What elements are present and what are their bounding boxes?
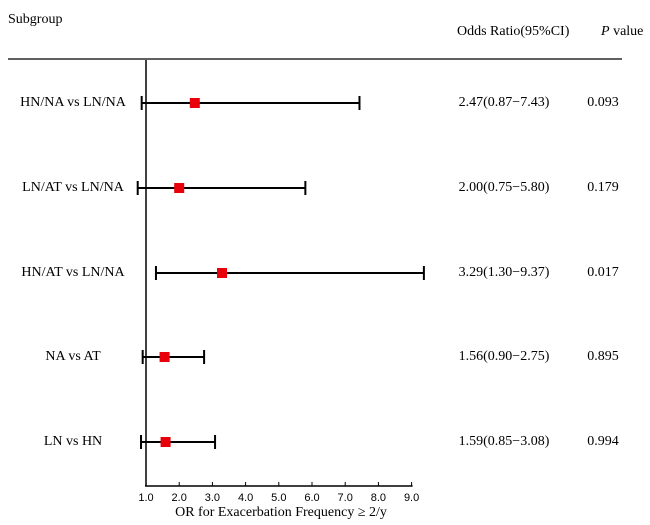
subgroup-label: HN/AT vs LN/NA [21,265,125,280]
odds-ratio-text: 1.59(0.85−3.08) [458,434,550,449]
x-tick-label: 5.0 [271,492,286,504]
x-tick-label: 7.0 [338,492,353,504]
p-value-text: 0.017 [587,265,619,280]
subgroup-label: LN vs HN [43,434,103,449]
header-value-word: value [609,24,644,39]
p-value-text: 0.093 [587,95,619,110]
odds-ratio-text: 3.29(1.30−9.37) [458,265,550,280]
or-point-marker [159,352,170,362]
header-p-letter: P [601,24,610,39]
x-tick-label: 6.0 [304,492,319,504]
or-point-marker [174,183,185,193]
x-tick-label: 8.0 [371,492,386,504]
x-tick-label: 3.0 [205,492,220,504]
subgroup-label: LN/AT vs LN/NA [22,180,124,195]
x-tick-label: 1.0 [138,492,153,504]
odds-ratio-text: 1.56(0.90−2.75) [458,349,550,364]
or-point-marker [189,98,200,108]
x-tick-label: 4.0 [238,492,253,504]
x-tick-label: 2.0 [172,492,187,504]
subgroup-label: NA vs AT [45,349,101,364]
p-value-text: 0.179 [587,180,619,195]
or-point-marker [217,268,228,278]
x-axis-title: OR for Exacerbation Frequency ≥ 2/y [175,505,387,520]
header-subgroup: Subgroup [8,12,63,27]
p-value-text: 0.994 [587,434,619,449]
plot-area: 1.0 2.0 3.0 4.0 5.0 6.0 7.0 8.0 9.0 [136,60,425,504]
header-p-value: P value [601,24,643,40]
header-odds-ratio: Odds Ratio(95%CI) [457,24,570,39]
odds-ratio-text: 2.00(0.75−5.80) [458,180,550,195]
odds-ratio-text: 2.47(0.87−7.43) [458,95,550,110]
or-point-marker [160,437,171,447]
x-tick-label: 9.0 [404,492,419,504]
subgroup-label: HN/NA vs LN/NA [20,95,126,110]
p-value-text: 0.895 [587,349,619,364]
